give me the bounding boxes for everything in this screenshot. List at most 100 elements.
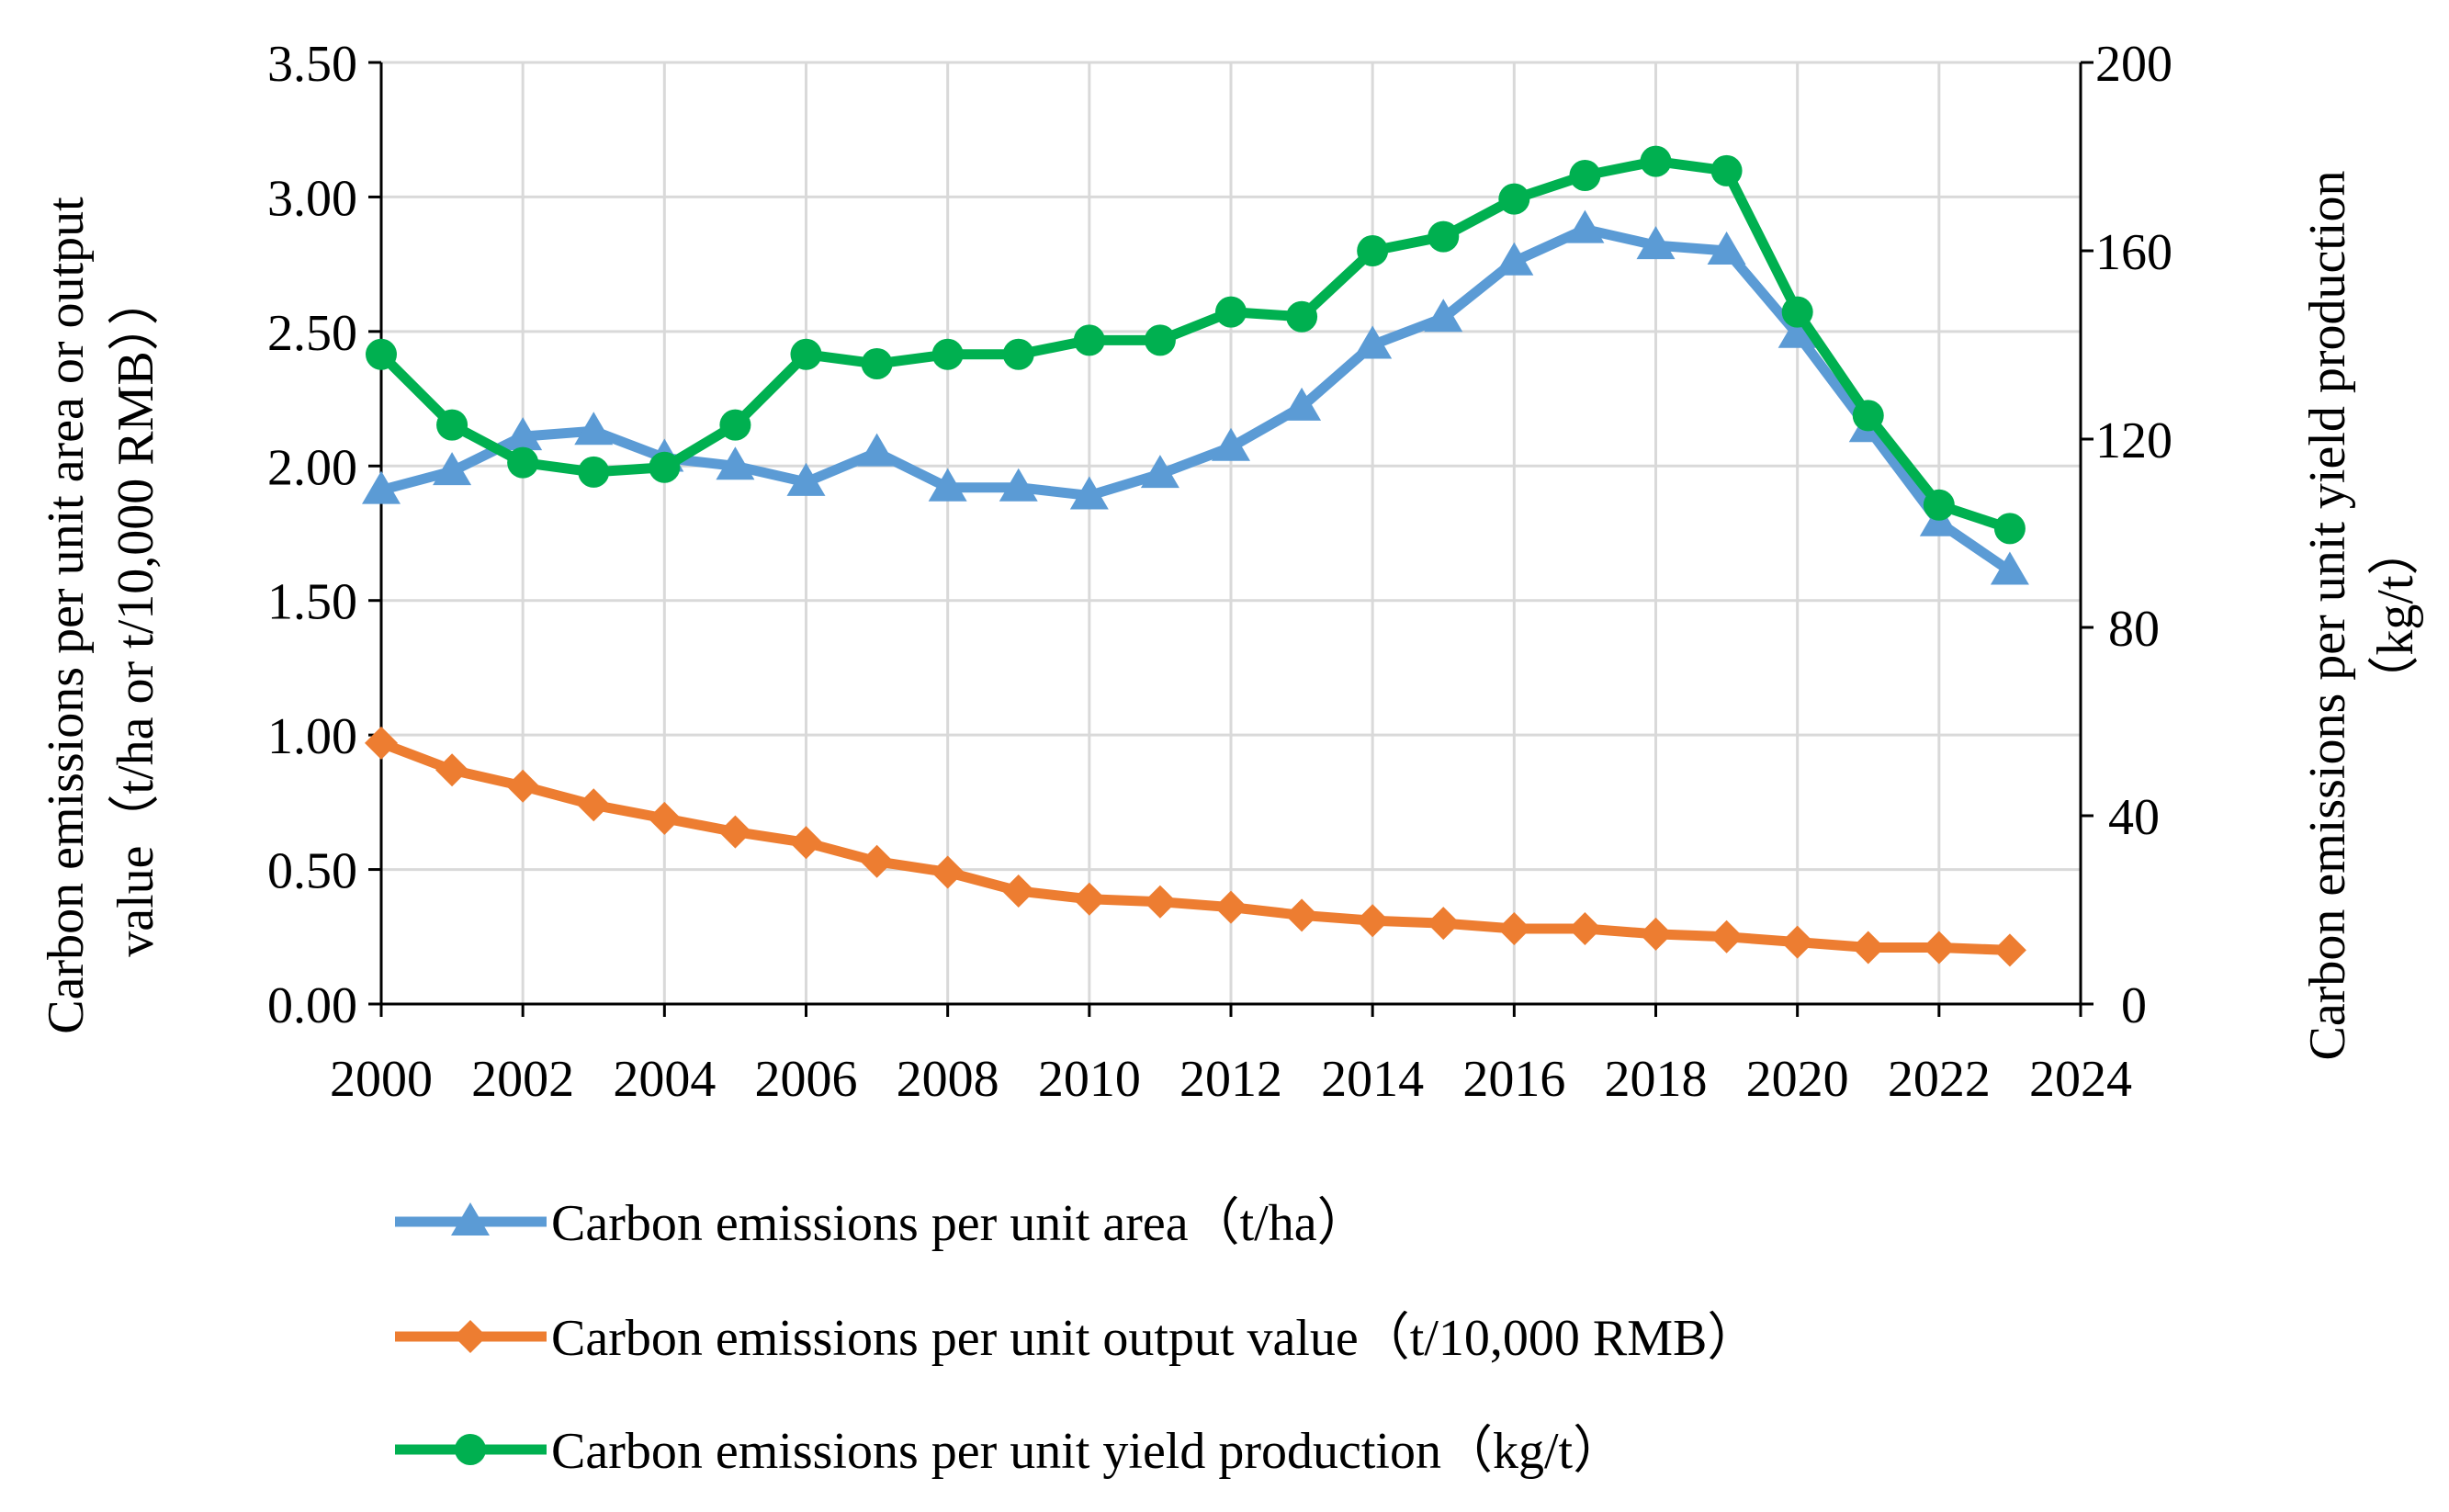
data-point-diamond <box>365 726 398 760</box>
data-point-circle <box>1569 160 1601 191</box>
x-tick-label: 2024 <box>2029 1051 2132 1108</box>
left-axis-title-line-1: Carbon emissions per unit area or output <box>38 197 95 1034</box>
data-point-circle <box>507 446 539 479</box>
series-line-1 <box>379 224 2014 576</box>
data-point-circle <box>719 409 751 441</box>
legend-label-output: Carbon emissions per unit output value（t… <box>551 1310 1758 1367</box>
right-tick-label: 0 <box>2121 977 2147 1034</box>
gridlines <box>381 61 2082 1004</box>
left-tick-label: 1.50 <box>267 574 357 631</box>
data-point-diamond <box>648 801 682 835</box>
data-point-diamond <box>506 769 540 803</box>
right-tick-label: 80 <box>2108 601 2160 658</box>
data-point-diamond <box>1497 912 1531 945</box>
data-point-triangle <box>433 452 472 486</box>
data-point-diamond <box>1780 925 1814 959</box>
left-axis-title-line-2: value（t/ha or t/10,000 RMB）） <box>107 274 164 957</box>
x-tick-label: 2022 <box>1888 1051 1991 1108</box>
left-tick-label: 2.00 <box>267 439 357 496</box>
data-point-diamond <box>435 753 469 787</box>
data-point-circle <box>861 348 893 379</box>
data-point-diamond <box>1427 907 1461 941</box>
legend: Carbon emissions per unit area（t/ha） Car… <box>395 1195 1758 1480</box>
data-point-triangle <box>1778 314 1817 348</box>
x-tick-label: 2012 <box>1179 1051 1282 1108</box>
data-point-diamond <box>789 826 823 860</box>
data-point-triangle <box>1636 226 1676 260</box>
x-tick-label: 2020 <box>1746 1051 1849 1108</box>
data-point-diamond <box>1710 920 1744 953</box>
data-point-diamond <box>1214 890 1247 924</box>
data-point-diamond <box>1922 931 1956 965</box>
left-tick-label: 0.50 <box>267 843 357 900</box>
data-point-triangle <box>1990 551 2029 585</box>
x-tick-label: 2008 <box>897 1051 999 1108</box>
data-point-triangle <box>1565 209 1605 243</box>
data-point-circle <box>1993 513 2026 545</box>
left-tick-label: 0.00 <box>267 977 357 1034</box>
data-point-triangle <box>857 433 897 467</box>
data-point-triangle <box>1424 299 1463 333</box>
data-point-circle <box>1357 235 1389 266</box>
data-point-circle <box>1002 338 1034 370</box>
legend-marker-circle <box>455 1434 486 1465</box>
data-point-triangle <box>716 446 755 480</box>
data-point-diamond <box>1143 885 1177 919</box>
data-point-circle <box>1428 220 1460 253</box>
data-point-triangle <box>1707 231 1746 265</box>
data-point-circle <box>931 338 964 370</box>
axes <box>368 61 2094 1017</box>
data-point-circle <box>1215 296 1247 328</box>
data-point-circle <box>1144 324 1176 356</box>
data-point-circle <box>790 338 822 370</box>
left-tick-label: 1.00 <box>267 708 357 765</box>
data-point-triangle <box>1495 242 1534 276</box>
data-point-diamond <box>577 788 611 822</box>
legend-item-area: Carbon emissions per unit area（t/ha） <box>395 1195 1369 1252</box>
data-point-diamond <box>1001 874 1035 908</box>
x-tick-label: 2002 <box>471 1051 574 1108</box>
data-point-circle <box>649 451 681 483</box>
tick-labels: 0.00 0.50 1.00 1.50 2.00 2.50 3.00 3.50 0 40 80 120… <box>267 36 2172 1108</box>
data-point-diamond <box>931 855 965 889</box>
right-axis-title-2: （kg/t） <box>2367 524 2424 706</box>
data-point-circle <box>578 456 610 488</box>
data-point-triangle <box>1140 455 1179 489</box>
data-point-diamond <box>1285 898 1319 932</box>
legend-marker-diamond <box>454 1320 487 1353</box>
right-tick-label: 40 <box>2108 789 2160 846</box>
legend-marker-triangle <box>451 1202 490 1236</box>
x-tick-label: 2004 <box>613 1051 716 1108</box>
data-point-triangle <box>1069 476 1109 510</box>
data-point-triangle <box>1282 387 1322 421</box>
data-point-diamond <box>1072 882 1106 916</box>
data-point-diamond <box>1851 931 1885 965</box>
data-point-triangle <box>362 470 401 504</box>
data-point-triangle <box>786 462 826 496</box>
data-point-triangle <box>1353 325 1393 359</box>
legend-item-output: Carbon emissions per unit output value（t… <box>395 1310 1758 1367</box>
data-point-diamond <box>860 844 894 878</box>
data-point-circle <box>1923 489 1955 521</box>
data-point-diamond <box>718 815 752 849</box>
data-point-circle <box>1781 296 1813 328</box>
data-point-diamond <box>1568 912 1602 945</box>
x-tick-label: 2000 <box>330 1051 433 1108</box>
legend-label-yield: Carbon emissions per unit yield producti… <box>551 1423 1624 1480</box>
legend-item-yield: Carbon emissions per unit yield producti… <box>395 1423 1624 1480</box>
left-tick-label: 3.50 <box>267 36 357 93</box>
left-tick-label: 3.00 <box>267 170 357 227</box>
left-axis-title-2: value（t/ha or t/10,000 RMB）） <box>107 274 164 957</box>
left-axis-title: Carbon emissions per unit area or output <box>38 197 95 1034</box>
data-point-triangle <box>1212 427 1250 461</box>
right-tick-label: 120 <box>2095 412 2172 469</box>
series-line-2 <box>379 738 2011 955</box>
legend-label-area: Carbon emissions per unit area（t/ha） <box>551 1195 1369 1252</box>
x-tick-label: 2010 <box>1038 1051 1141 1108</box>
data-point-diamond <box>1356 904 1390 938</box>
x-tick-label: 2014 <box>1321 1051 1424 1108</box>
data-point-circle <box>1498 183 1530 215</box>
plot-series <box>362 145 2029 967</box>
data-point-diamond <box>1639 917 1673 951</box>
